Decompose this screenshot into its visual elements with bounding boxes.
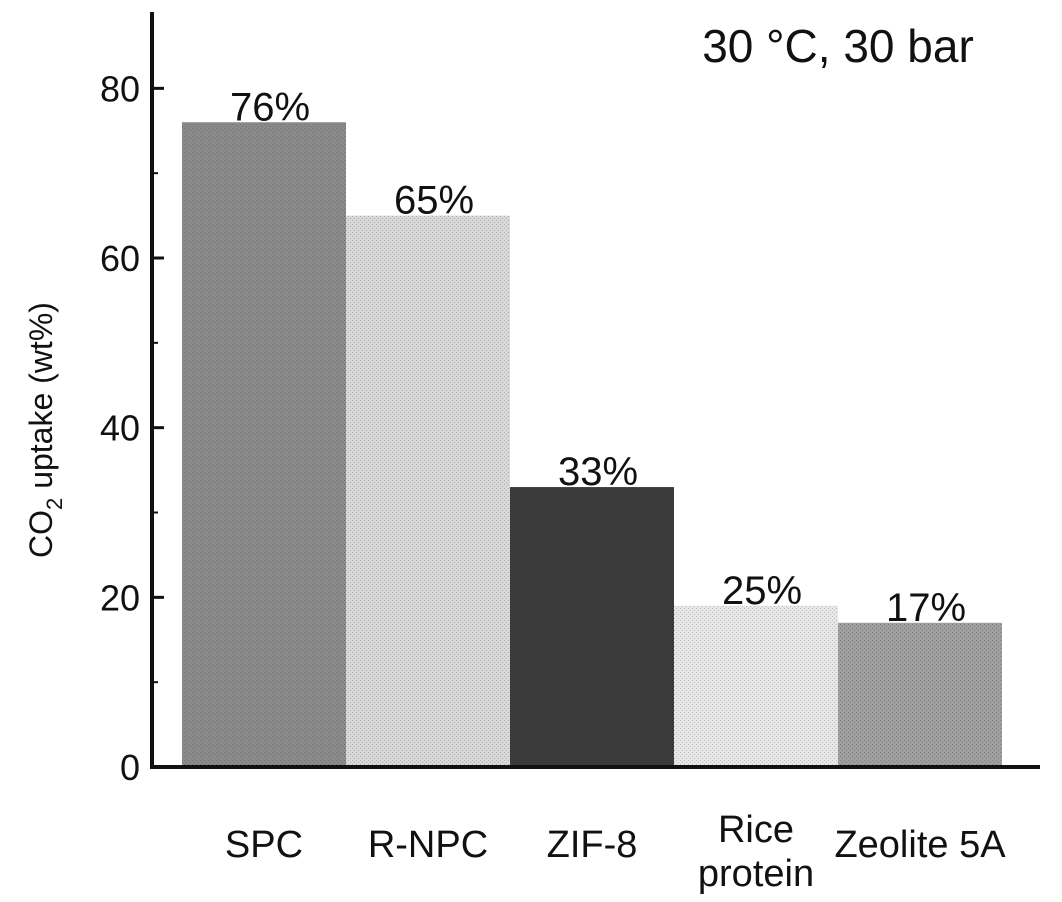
y-axis-label-rest: uptake (wt%) <box>23 302 59 498</box>
data-label-3: 33% <box>558 450 638 494</box>
data-label-4: 25% <box>722 569 802 613</box>
y-axis-label-main: CO <box>23 510 59 558</box>
y-axis-label-sub: 2 <box>42 498 67 510</box>
bar-texture-4 <box>674 605 838 767</box>
y-axis-label: CO2 uptake (wt%) <box>23 302 67 558</box>
chart-annotation: 30 °C, 30 bar <box>702 20 974 72</box>
bar-texture-5 <box>838 622 1002 767</box>
y-tick-label-80: 80 <box>100 68 140 109</box>
x-tick-label-4: Rice protein <box>698 809 814 895</box>
y-tick-label-60: 60 <box>100 238 140 279</box>
data-labels-group: 76% 65% 33% 25% 17% <box>230 85 966 630</box>
x-tick-label-5: Zeolite 5A <box>834 824 1006 866</box>
y-tick-label-0: 0 <box>120 747 140 788</box>
x-category-labels: SPC R-NPC ZIF-8 Rice protein Zeolite 5A <box>225 809 1006 895</box>
bar-texture-1 <box>182 122 346 768</box>
bars-group <box>182 122 1002 768</box>
bar-texture-3 <box>510 487 674 767</box>
x-tick-label-2: R-NPC <box>368 824 488 866</box>
y-tick-label-20: 20 <box>100 577 140 618</box>
axes-group <box>150 12 1040 769</box>
y-ticks-group: 0 20 40 60 80 <box>100 68 164 788</box>
y-tick-label-40: 40 <box>100 408 140 449</box>
data-label-1: 76% <box>230 85 310 129</box>
x-tick-label-1: SPC <box>225 824 303 866</box>
data-label-2: 65% <box>394 179 474 223</box>
data-label-5: 17% <box>886 586 966 630</box>
x-tick-label-3: ZIF-8 <box>547 824 638 866</box>
bar-texture-2 <box>346 215 510 767</box>
